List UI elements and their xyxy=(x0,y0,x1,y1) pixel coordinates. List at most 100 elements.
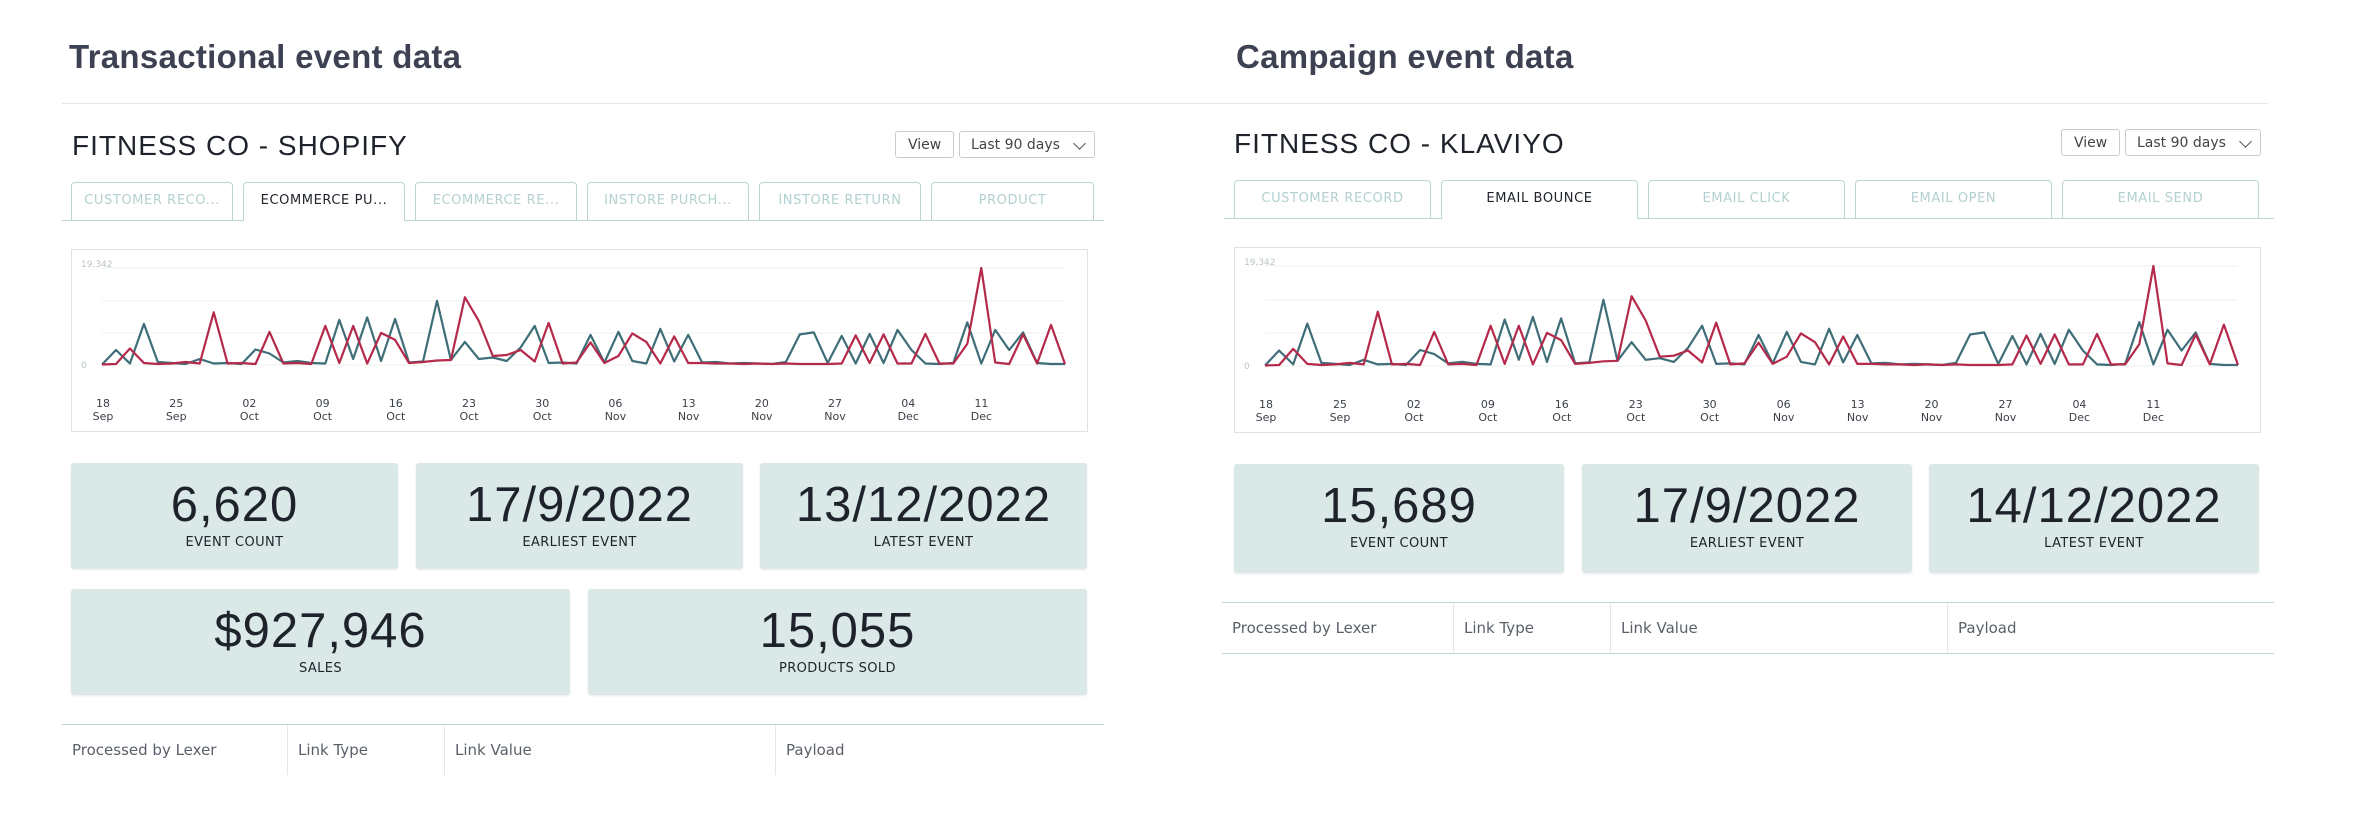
sales-value: $927,946 xyxy=(214,604,427,658)
x-tick-month: Oct xyxy=(313,410,333,423)
klaviyo-table-header: Processed by Lexer Link Type Link Value … xyxy=(1222,603,2274,654)
event-count-label: EVENT COUNT xyxy=(1349,536,1448,551)
shopify-panel: FITNESS CO - SHOPIFY View Last 90 days C… xyxy=(62,126,1104,221)
earliest-event-label: EARLIEST EVENT xyxy=(1689,536,1805,551)
x-tick-day: 09 xyxy=(316,397,330,410)
x-tick-month: Oct xyxy=(1700,411,1720,424)
shopify-sales-card: $927,946 SALES xyxy=(71,589,570,695)
klaviyo-source-title: FITNESS CO - KLAVIYO xyxy=(1234,128,1565,159)
klaviyo-date-range-select[interactable]: Last 90 days xyxy=(2125,129,2261,156)
earliest-event-label: EARLIEST EVENT xyxy=(522,535,637,550)
x-tick-day: 11 xyxy=(2146,398,2160,411)
shopify-latest-event-card: 13/12/2022 LATEST EVENT xyxy=(760,463,1087,569)
latest-event-value: 13/12/2022 xyxy=(795,478,1052,532)
x-tick-month: Oct xyxy=(1478,411,1498,424)
x-tick-day: 23 xyxy=(462,397,476,410)
x-tick-day: 04 xyxy=(901,397,915,410)
y-tick-label: 0 xyxy=(1244,362,1250,372)
shopify-date-range-select[interactable]: Last 90 days xyxy=(959,131,1095,158)
tab-instore-purchase[interactable]: INSTORE PURCH... xyxy=(587,182,749,220)
x-tick-day: 23 xyxy=(1629,398,1643,411)
x-tick-day: 18 xyxy=(1259,398,1273,411)
x-tick-month: Oct xyxy=(240,410,260,423)
x-tick-day: 16 xyxy=(1555,398,1569,411)
x-tick-day: 30 xyxy=(535,397,549,410)
tab-email-open[interactable]: EMAIL OPEN xyxy=(1855,180,2052,218)
x-tick-day: 18 xyxy=(96,397,110,410)
tab-customer-record[interactable]: CUSTOMER RECO... xyxy=(71,182,233,220)
x-tick-month: Sep xyxy=(1256,411,1277,424)
column-link-type: Link Type xyxy=(1453,603,1610,653)
x-tick-month: Dec xyxy=(971,410,992,423)
column-processed-by-lexer: Processed by Lexer xyxy=(72,741,217,759)
x-tick-day: 20 xyxy=(755,397,769,410)
shopify-table-divider xyxy=(62,724,1104,725)
x-tick-day: 13 xyxy=(1851,398,1865,411)
earliest-event-value: 17/9/2022 xyxy=(1633,479,1861,533)
series-line-red xyxy=(1264,264,2240,367)
x-tick-day: 02 xyxy=(242,397,256,410)
x-tick-day: 06 xyxy=(1777,398,1791,411)
x-tick-month: Nov xyxy=(824,410,846,423)
sales-label: SALES xyxy=(298,661,343,676)
klaviyo-table-divider xyxy=(1222,602,2274,603)
x-tick-month: Sep xyxy=(93,410,114,423)
campaign-section-title: Campaign event data xyxy=(1236,38,1574,75)
x-tick-month: Nov xyxy=(1921,411,1943,424)
shopify-line-chart: 19,342018Sep25Sep02Oct09Oct16Oct23Oct30O… xyxy=(81,260,1067,423)
tab-email-send[interactable]: EMAIL SEND xyxy=(2062,180,2259,218)
tab-email-click[interactable]: EMAIL CLICK xyxy=(1648,180,1845,218)
shopify-earliest-event-card: 17/9/2022 EARLIEST EVENT xyxy=(416,463,743,569)
column-link-value: Link Value xyxy=(1610,603,1947,653)
latest-event-label: LATEST EVENT xyxy=(2044,536,2144,551)
tab-ecommerce-purchase[interactable]: ECOMMERCE PU... xyxy=(243,182,405,221)
klaviyo-latest-event-card: 14/12/2022 LATEST EVENT xyxy=(1929,464,2259,573)
x-tick-day: 09 xyxy=(1481,398,1495,411)
x-tick-day: 11 xyxy=(974,397,988,410)
x-tick-day: 04 xyxy=(2072,398,2086,411)
y-tick-label: 0 xyxy=(81,361,87,371)
tab-instore-return[interactable]: INSTORE RETURN xyxy=(759,182,921,220)
shopify-tabs: CUSTOMER RECO... ECOMMERCE PU... ECOMMER… xyxy=(62,178,1104,221)
tab-product[interactable]: PRODUCT xyxy=(931,182,1094,220)
x-tick-month: Oct xyxy=(533,410,553,423)
shopify-event-count-card: 6,620 EVENT COUNT xyxy=(71,463,398,569)
klaviyo-earliest-event-card: 17/9/2022 EARLIEST EVENT xyxy=(1582,464,1912,573)
tab-email-bounce[interactable]: EMAIL BOUNCE xyxy=(1441,180,1638,219)
x-tick-day: 25 xyxy=(1333,398,1347,411)
shopify-products-sold-card: 15,055 PRODUCTS SOLD xyxy=(588,589,1087,695)
x-tick-month: Sep xyxy=(166,410,187,423)
column-payload: Payload xyxy=(1947,603,2274,653)
earliest-event-value: 17/9/2022 xyxy=(466,478,693,532)
x-tick-month: Dec xyxy=(2143,411,2164,424)
klaviyo-event-chart: 19,342 0 18 Sep 25 Sep 02 Oct 09 Oct 16 Oct 23 Oct 30 O… xyxy=(1234,247,2261,433)
chevron-down-icon xyxy=(2239,135,2252,148)
latest-event-value: 14/12/2022 xyxy=(1966,479,2222,533)
klaviyo-event-count-card: 15,689 EVENT COUNT xyxy=(1234,464,1564,573)
x-tick-month: Oct xyxy=(1626,411,1646,424)
x-tick-month: Nov xyxy=(1773,411,1795,424)
x-tick-day: 27 xyxy=(1999,398,2013,411)
x-tick-day: 06 xyxy=(608,397,622,410)
y-tick-label: 19,342 xyxy=(1244,258,1276,268)
products-sold-label: PRODUCTS SOLD xyxy=(779,661,896,676)
x-tick-month: Nov xyxy=(678,410,700,423)
tab-ecommerce-return[interactable]: ECOMMERCE RE... xyxy=(415,182,577,220)
x-tick-month: Oct xyxy=(460,410,480,423)
header-divider xyxy=(62,103,2268,104)
shopify-view-button[interactable]: View xyxy=(895,131,955,158)
transactional-section-title: Transactional event data xyxy=(69,38,462,75)
x-tick-day: 25 xyxy=(169,397,183,410)
klaviyo-view-button[interactable]: View xyxy=(2061,129,2121,156)
shopify-event-chart: 19,342 0 18 Sep 25 Sep 02 Oct 09 Oct 16 Oct 23 Oct 30 O… xyxy=(71,249,1088,432)
series-line-teal xyxy=(101,299,1065,366)
x-tick-day: 16 xyxy=(389,397,403,410)
series-line-red xyxy=(101,266,1067,366)
klaviyo-date-range-value: Last 90 days xyxy=(2137,135,2226,151)
shopify-source-title: FITNESS CO - SHOPIFY xyxy=(72,130,408,161)
latest-event-label: LATEST EVENT xyxy=(873,535,974,550)
x-tick-day: 27 xyxy=(828,397,842,410)
column-link-value: Link Value xyxy=(444,725,775,775)
tab-customer-record[interactable]: CUSTOMER RECORD xyxy=(1234,180,1431,218)
column-payload: Payload xyxy=(775,725,1104,775)
